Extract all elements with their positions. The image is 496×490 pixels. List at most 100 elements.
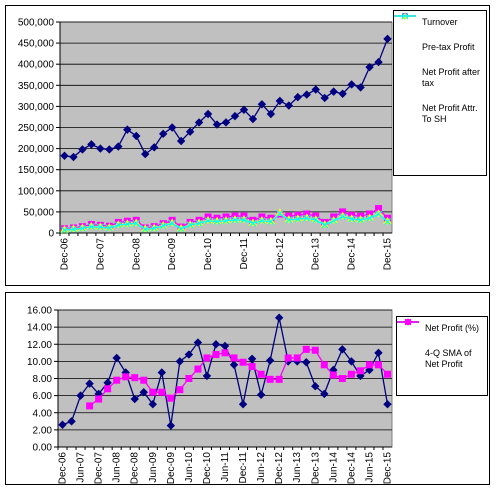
y-tick-label: 0	[48, 229, 54, 240]
marker	[78, 145, 87, 154]
legend-swatch	[397, 319, 419, 325]
marker	[185, 375, 193, 382]
marker	[150, 143, 159, 152]
marker	[70, 225, 77, 233]
marker	[104, 385, 112, 393]
x-tick-label: Jun-12	[256, 452, 267, 483]
y-tick-label: 14.00	[27, 323, 52, 334]
marker	[186, 221, 194, 229]
marker	[130, 394, 139, 404]
marker	[311, 85, 320, 94]
marker	[302, 90, 311, 99]
y-tick-label: 400,000	[18, 60, 55, 71]
marker	[203, 109, 213, 119]
marker	[112, 353, 121, 363]
marker	[365, 361, 373, 369]
marker	[202, 371, 212, 381]
x-tick-label: Dec-06	[58, 452, 69, 485]
marker	[204, 217, 212, 225]
y-tick-label: 300,000	[18, 102, 55, 113]
marker	[357, 216, 365, 224]
marker	[338, 345, 347, 354]
marker	[96, 223, 104, 231]
marker	[258, 217, 266, 225]
marker	[375, 210, 382, 218]
marker	[76, 391, 85, 400]
marker	[302, 345, 310, 353]
marker	[249, 219, 257, 227]
marker	[266, 109, 276, 119]
x-tick-label: Dec-13	[311, 238, 322, 271]
marker	[96, 144, 105, 153]
marker	[149, 388, 157, 396]
marker	[366, 214, 373, 222]
marker	[193, 338, 203, 347]
marker	[311, 346, 319, 354]
marker	[356, 83, 365, 92]
y-tick-label: 8.00	[33, 374, 53, 385]
marker	[222, 217, 230, 225]
marker	[67, 417, 76, 426]
x-tick-label: Dec-12	[274, 452, 285, 485]
legend-label: Net Profit after tax	[422, 67, 481, 88]
marker	[60, 151, 69, 160]
marker	[320, 389, 329, 399]
marker	[356, 367, 364, 375]
marker	[114, 142, 123, 151]
legend-label: 4-Q SMA of Net Profit	[425, 348, 472, 369]
x-tick-label: Dec-14	[347, 238, 358, 271]
legend: Net Profit (%) 4-Q SMA of Net Profit	[396, 316, 488, 396]
marker	[338, 375, 346, 382]
marker	[256, 390, 266, 399]
marker	[141, 149, 150, 159]
marker	[293, 92, 302, 102]
legend-swatch	[394, 12, 416, 20]
marker	[212, 351, 220, 359]
marker	[230, 354, 238, 362]
marker	[79, 224, 86, 232]
marker	[374, 57, 383, 67]
marker	[276, 210, 284, 218]
y-tick-label: 12.00	[27, 340, 52, 351]
y-tick-label: 250,000	[18, 123, 55, 134]
series-line	[89, 348, 388, 407]
marker	[294, 215, 302, 223]
marker	[167, 394, 175, 402]
marker	[347, 370, 355, 378]
marker	[383, 370, 391, 378]
x-tick-label: Dec-08	[130, 452, 141, 485]
marker	[302, 358, 311, 367]
marker	[61, 226, 68, 234]
x-tick-label: Jun-11	[220, 452, 231, 482]
legend: Turnover Pre-tax Profit Net Profit after t…	[393, 10, 487, 176]
y-tick-label: 50,000	[23, 207, 54, 218]
x-tick-label: Jun-08	[112, 452, 123, 483]
marker	[221, 349, 229, 357]
marker	[148, 399, 157, 409]
x-tick-label: Dec-10	[202, 452, 213, 485]
marker	[122, 373, 130, 381]
y-tick-label: 100,000	[18, 186, 55, 197]
marker	[330, 217, 338, 225]
marker	[194, 118, 204, 127]
y-tick-label: 450,000	[18, 39, 55, 50]
marker	[203, 354, 211, 362]
marker	[320, 93, 329, 103]
marker	[347, 80, 356, 89]
marker	[383, 34, 392, 44]
marker	[132, 219, 140, 227]
marker	[347, 357, 356, 366]
x-tick-label: Jun-07	[76, 452, 87, 483]
marker	[239, 105, 249, 114]
marker	[140, 376, 148, 384]
marker	[159, 222, 167, 230]
marker	[285, 216, 293, 224]
marker	[274, 313, 284, 322]
marker	[267, 218, 275, 226]
marker	[176, 136, 186, 146]
marker	[132, 131, 141, 141]
x-tick-label: Dec-13	[310, 452, 321, 485]
marker	[231, 216, 239, 224]
x-tick-label: Dec-15	[382, 452, 393, 485]
